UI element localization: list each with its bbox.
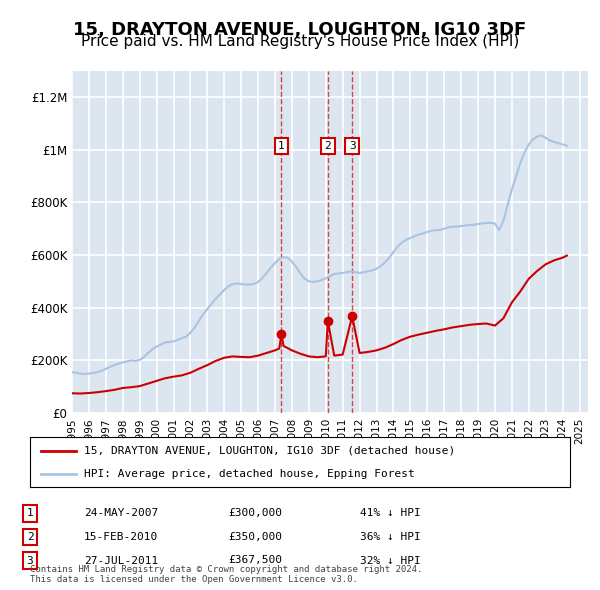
Text: 41% ↓ HPI: 41% ↓ HPI <box>360 509 421 518</box>
Text: 3: 3 <box>26 556 34 565</box>
Text: 2: 2 <box>26 532 34 542</box>
Text: 24-MAY-2007: 24-MAY-2007 <box>84 509 158 518</box>
Text: £367,500: £367,500 <box>228 556 282 565</box>
Text: 1: 1 <box>26 509 34 518</box>
Text: 1: 1 <box>278 141 285 151</box>
Text: 15, DRAYTON AVENUE, LOUGHTON, IG10 3DF (detached house): 15, DRAYTON AVENUE, LOUGHTON, IG10 3DF (… <box>84 445 455 455</box>
Text: Contains HM Land Registry data © Crown copyright and database right 2024.
This d: Contains HM Land Registry data © Crown c… <box>30 565 422 584</box>
Text: 15, DRAYTON AVENUE, LOUGHTON, IG10 3DF: 15, DRAYTON AVENUE, LOUGHTON, IG10 3DF <box>73 21 527 39</box>
Text: HPI: Average price, detached house, Epping Forest: HPI: Average price, detached house, Eppi… <box>84 469 415 479</box>
Text: 3: 3 <box>349 141 356 151</box>
Text: 27-JUL-2011: 27-JUL-2011 <box>84 556 158 565</box>
Text: £300,000: £300,000 <box>228 509 282 518</box>
Text: £350,000: £350,000 <box>228 532 282 542</box>
Text: 15-FEB-2010: 15-FEB-2010 <box>84 532 158 542</box>
Text: 36% ↓ HPI: 36% ↓ HPI <box>360 532 421 542</box>
Text: 32% ↓ HPI: 32% ↓ HPI <box>360 556 421 565</box>
Text: Price paid vs. HM Land Registry's House Price Index (HPI): Price paid vs. HM Land Registry's House … <box>81 34 519 49</box>
Text: 2: 2 <box>325 141 331 151</box>
